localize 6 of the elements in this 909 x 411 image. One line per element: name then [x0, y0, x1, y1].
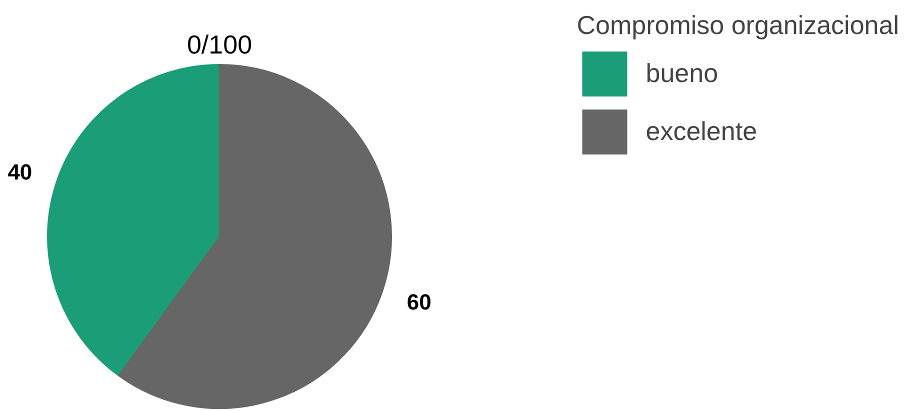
legend-label: excelente	[646, 116, 758, 147]
data-label: 40	[8, 160, 32, 185]
legend-label: bueno	[646, 58, 718, 89]
legend-title: Compromiso organizacional	[576, 10, 899, 41]
text: 0/100	[186, 29, 252, 60]
data-label: 60	[406, 289, 432, 314]
